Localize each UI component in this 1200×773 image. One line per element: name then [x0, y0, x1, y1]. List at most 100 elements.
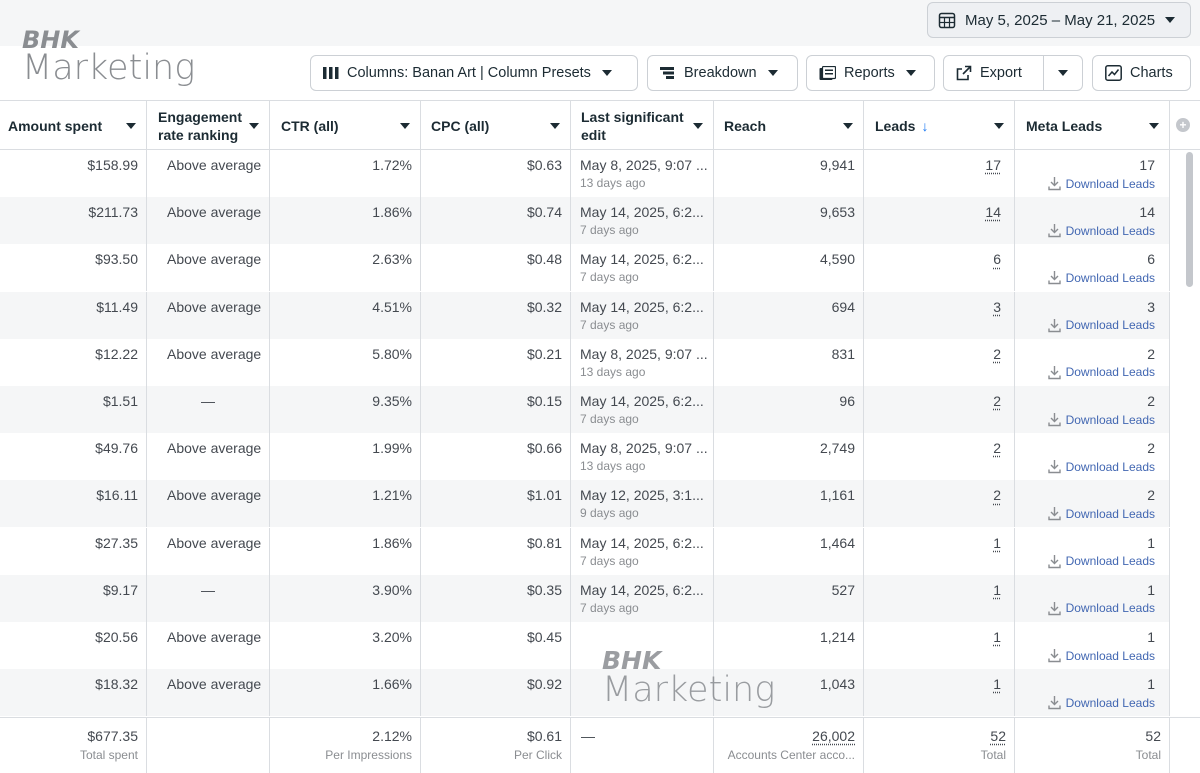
column-header-leads[interactable]: Leads ↓ [864, 101, 1015, 150]
meta-leads-value: 6 [1147, 251, 1155, 267]
reach-value: 2,749 [820, 440, 855, 456]
export-dropdown-button[interactable] [1044, 56, 1082, 90]
sort-descending-icon[interactable]: ↓ [921, 117, 928, 135]
column-header-reach[interactable]: Reach [714, 101, 864, 150]
leads-value[interactable]: 1 [993, 629, 1001, 645]
leads-value[interactable]: 3 [993, 299, 1001, 315]
reach-cell: 1,161 [714, 480, 864, 527]
column-header-meta-leads[interactable]: Meta Leads [1015, 101, 1170, 150]
chevron-down-icon[interactable] [843, 123, 853, 129]
meta-leads-cell: 1 Download Leads [1015, 528, 1170, 575]
column-header-last-significant-edit[interactable]: Last significant edit [571, 101, 714, 150]
download-leads-link[interactable]: Download Leads [1015, 506, 1155, 521]
export-button[interactable]: Export [944, 56, 1044, 90]
amount-spent-cell: $93.50 [0, 244, 147, 291]
leads-value[interactable]: 2 [993, 346, 1001, 362]
download-leads-link[interactable]: Download Leads [1015, 601, 1155, 616]
chevron-down-icon[interactable] [693, 123, 703, 129]
total-ctr-note: Per Impressions [270, 748, 412, 762]
amount-spent-value: $11.49 [96, 299, 138, 315]
table-row[interactable]: $93.50 Above average 2.63% $0.48 May 14, 202… [0, 244, 1170, 291]
cpc-cell: $0.45 [421, 622, 571, 669]
leads-value[interactable]: 6 [993, 251, 1001, 267]
chevron-down-icon[interactable] [994, 123, 1004, 129]
engagement-ranking-cell: — [147, 575, 270, 622]
download-leads-link[interactable]: Download Leads [1015, 648, 1155, 663]
meta-leads-cell: 2 Download Leads [1015, 480, 1170, 527]
column-header-cpc[interactable]: CPC (all) [421, 101, 571, 150]
download-leads-link[interactable]: Download Leads [1015, 270, 1155, 285]
download-leads-link[interactable]: Download Leads [1015, 223, 1155, 238]
table-row[interactable]: $11.49 Above average 4.51% $0.32 May 14, 202… [0, 292, 1170, 339]
table-row[interactable]: $211.73 Above average 1.86% $0.74 May 14, 20… [0, 197, 1170, 244]
table-row[interactable]: $18.32 Above average 1.66% $0.92 1,043 1 1 Down… [0, 669, 1170, 716]
ctr-value: 3.20% [372, 629, 412, 645]
columns-icon [323, 66, 339, 80]
engagement-ranking-value: Above average [167, 440, 261, 456]
last-edit-cell: May 12, 2025, 3:1... 9 days ago [571, 480, 714, 527]
reports-button[interactable]: Reports [806, 55, 935, 91]
chevron-down-icon [602, 70, 612, 76]
total-reach-value[interactable]: 26,002 [812, 728, 855, 744]
leads-value[interactable]: 2 [993, 440, 1001, 456]
download-leads-link[interactable]: Download Leads [1015, 176, 1155, 191]
table-row[interactable]: $27.35 Above average 1.86% $0.81 May 14, 202… [0, 528, 1170, 575]
ctr-value: 1.86% [372, 204, 412, 220]
download-leads-label: Download Leads [1066, 649, 1155, 663]
chevron-down-icon[interactable] [126, 123, 136, 129]
table-row[interactable]: $12.22 Above average 5.80% $0.21 May 8, 2025… [0, 339, 1170, 386]
download-leads-link[interactable]: Download Leads [1015, 318, 1155, 333]
charts-button[interactable]: Charts [1092, 55, 1191, 91]
download-leads-label: Download Leads [1066, 224, 1155, 238]
amount-spent-value: $93.50 [95, 251, 138, 267]
leads-value[interactable]: 14 [985, 204, 1001, 220]
last-edit-value: May 8, 2025, 9:07 ... [580, 440, 708, 456]
chevron-down-icon[interactable] [550, 123, 560, 129]
download-leads-link[interactable]: Download Leads [1015, 554, 1155, 569]
table-row[interactable]: $49.76 Above average 1.99% $0.66 May 8, 2025… [0, 433, 1170, 480]
download-leads-link[interactable]: Download Leads [1015, 459, 1155, 474]
chevron-down-icon[interactable] [400, 123, 410, 129]
breakdown-button[interactable]: Breakdown [647, 55, 798, 91]
download-leads-link[interactable]: Download Leads [1015, 412, 1155, 427]
engagement-ranking-cell: — [147, 386, 270, 433]
meta-leads-cell: 2 Download Leads [1015, 386, 1170, 433]
total-leads-value[interactable]: 52 [990, 728, 1006, 744]
leads-value[interactable]: 2 [993, 487, 1001, 503]
date-range-picker[interactable]: May 5, 2025 – May 21, 2025 [927, 2, 1191, 38]
reach-value: 1,043 [820, 676, 855, 692]
cpc-cell: $0.15 [421, 386, 571, 433]
table-row[interactable]: $1.51 — 9.35% $0.15 May 14, 2025, 6:2... 7 da… [0, 386, 1170, 433]
table-scrollbar[interactable] [1186, 152, 1193, 287]
columns-button[interactable]: Columns: Banan Art | Column Presets [310, 55, 638, 91]
leads-value[interactable]: 1 [993, 676, 1001, 692]
table-row[interactable]: $158.99 Above average 1.72% $0.63 May 8, 202… [0, 150, 1170, 197]
column-header-ctr[interactable]: CTR (all) [270, 101, 421, 150]
leads-value[interactable]: 17 [985, 157, 1001, 173]
engagement-ranking-cell: Above average [147, 622, 270, 669]
meta-leads-cell: 2 Download Leads [1015, 433, 1170, 480]
table-header: Amount spent Engagement rate ranking CTR… [0, 100, 1200, 150]
add-column-icon[interactable]: + [1176, 118, 1190, 132]
table-row[interactable]: $9.17 — 3.90% $0.35 May 14, 2025, 6:2... 7 da… [0, 575, 1170, 622]
cpc-value: $0.74 [527, 204, 562, 220]
table-row[interactable]: $20.56 Above average 3.20% $0.45 1,214 1 1 Down… [0, 622, 1170, 669]
download-leads-link[interactable]: Download Leads [1015, 365, 1155, 380]
chevron-down-icon[interactable] [249, 123, 259, 129]
leads-value[interactable]: 1 [993, 535, 1001, 551]
download-icon [1048, 506, 1061, 521]
meta-leads-value: 2 [1147, 487, 1155, 503]
column-header-label: Meta Leads [1026, 117, 1102, 135]
leads-value[interactable]: 1 [993, 582, 1001, 598]
reach-value: 1,161 [820, 487, 855, 503]
amount-spent-cell: $18.32 [0, 669, 147, 716]
chevron-down-icon[interactable] [1149, 123, 1159, 129]
table-row[interactable]: $16.11 Above average 1.21% $1.01 May 12, 202… [0, 480, 1170, 527]
download-leads-link[interactable]: Download Leads [1015, 695, 1155, 710]
column-header-amount-spent[interactable]: Amount spent [0, 101, 147, 150]
ctr-value: 1.21% [372, 487, 412, 503]
amount-spent-cell: $9.17 [0, 575, 147, 622]
leads-value[interactable]: 2 [993, 393, 1001, 409]
column-header-engagement-rate-ranking[interactable]: Engagement rate ranking [147, 101, 270, 150]
amount-spent-cell: $211.73 [0, 197, 147, 244]
